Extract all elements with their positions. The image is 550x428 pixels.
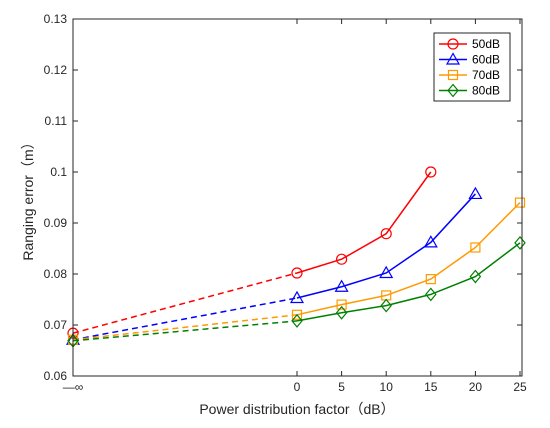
series-line bbox=[296, 193, 476, 299]
x-axis-label: Power distribution factor（dB） bbox=[199, 401, 394, 417]
y-tick-label: 0.07 bbox=[44, 318, 68, 332]
dashed-segment bbox=[72, 320, 298, 342]
legend-label: 80dB bbox=[472, 84, 500, 98]
data-point bbox=[468, 186, 483, 200]
legend-marker bbox=[445, 52, 461, 65]
legend-label: 50dB bbox=[472, 37, 500, 51]
data-point bbox=[336, 299, 347, 310]
x-tick-label: 25 bbox=[513, 380, 527, 394]
x-tick-label: 15 bbox=[424, 380, 438, 394]
data-point bbox=[289, 290, 305, 304]
data-point bbox=[291, 267, 303, 279]
data-point bbox=[470, 242, 481, 253]
dashed-segment bbox=[72, 314, 298, 341]
series-80dB bbox=[67, 235, 526, 348]
dashed-segment bbox=[72, 297, 298, 341]
x-tick-label: 20 bbox=[469, 380, 483, 394]
data-point bbox=[335, 305, 348, 320]
y-tick-label: 0.13 bbox=[44, 12, 68, 26]
data-point bbox=[336, 253, 348, 265]
data-point bbox=[334, 279, 349, 292]
series-layer bbox=[65, 166, 526, 348]
data-point bbox=[291, 313, 303, 328]
legend-marker bbox=[447, 83, 459, 98]
data-point bbox=[469, 269, 482, 284]
ticks-layer: 0.06 0.07 0.08 0.09 0.1 0.11 0.12 0.13 —∞ 0 5 10 15 2… bbox=[44, 12, 527, 394]
data-point bbox=[425, 166, 437, 178]
data-point bbox=[514, 235, 526, 250]
series-line bbox=[296, 171, 432, 274]
legend-label: 60dB bbox=[472, 53, 500, 67]
data-point bbox=[423, 235, 438, 248]
data-point bbox=[514, 197, 526, 208]
data-point bbox=[425, 287, 437, 302]
y-axis-label: Ranging error（m） bbox=[20, 135, 36, 260]
y-tick-label: 0.09 bbox=[44, 216, 68, 230]
series-70dB bbox=[67, 197, 526, 345]
y-tick-label: 0.11 bbox=[45, 114, 68, 128]
legend-label: 70dB bbox=[472, 68, 500, 82]
data-point bbox=[380, 298, 392, 313]
series-line bbox=[296, 242, 521, 322]
data-point bbox=[379, 265, 394, 279]
x-tick-label: 10 bbox=[380, 380, 394, 394]
data-point bbox=[291, 309, 303, 320]
x-tick-label: —∞ bbox=[63, 380, 84, 394]
x-tick-label: 0 bbox=[294, 380, 301, 394]
data-point bbox=[380, 228, 392, 240]
y-tick-label: 0.06 bbox=[44, 369, 68, 383]
dashed-segment bbox=[72, 272, 298, 334]
x-tick-label: 5 bbox=[338, 380, 345, 394]
series-line bbox=[296, 202, 521, 316]
legend-marker bbox=[447, 38, 459, 50]
data-point bbox=[425, 274, 436, 285]
legend-marker bbox=[447, 69, 459, 81]
y-tick-label: 0.1 bbox=[50, 165, 67, 179]
y-tick-label: 0.08 bbox=[44, 267, 68, 281]
y-tick-label: 0.12 bbox=[44, 63, 68, 77]
